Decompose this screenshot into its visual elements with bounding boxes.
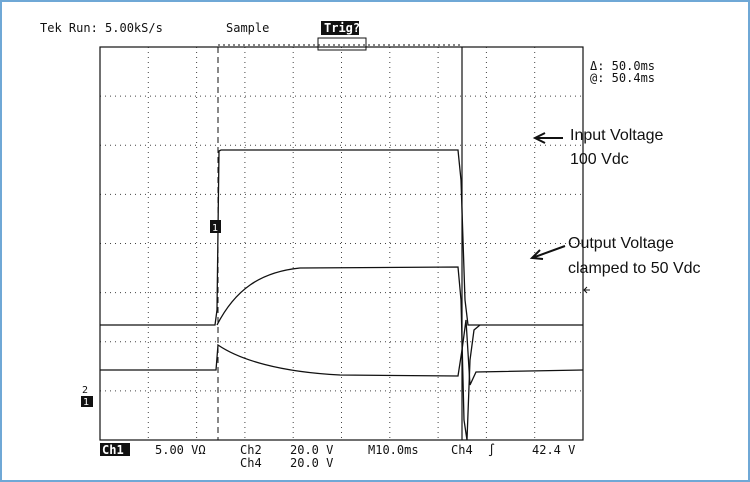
status: Tek Run: 5.00kS/s xyxy=(40,21,163,35)
trigger-source: Ch4 xyxy=(451,443,473,457)
ch2-marker: 2 xyxy=(82,385,88,396)
ch2-label: Ch2 xyxy=(240,443,262,457)
trigger-marker: 1 xyxy=(212,223,218,234)
ch1-label: Ch1 xyxy=(102,443,124,457)
ch1-marker-box xyxy=(81,396,93,407)
trigger-marker-box xyxy=(210,220,221,233)
ch2-scale: 20.0 V xyxy=(290,443,333,457)
ch4-label: Ch4 xyxy=(240,456,262,470)
ch1-marker: 1 xyxy=(83,397,89,408)
ch4-scale: 20.0 V xyxy=(290,456,333,470)
lower-trace xyxy=(100,319,584,386)
trigger-slope: ∫ xyxy=(488,443,495,457)
cursor-delta: Δ: 50.0ms xyxy=(590,59,655,73)
arrow-input xyxy=(532,132,563,144)
trigger-level: 42.4 V xyxy=(532,443,575,457)
annotation: Output Voltage xyxy=(568,235,674,252)
ch1-scale: 5.00 VΩ xyxy=(155,443,206,457)
timebase: M10.0ms xyxy=(368,443,419,457)
graticule xyxy=(100,47,583,440)
trigger-box xyxy=(321,21,359,35)
output-trace xyxy=(216,266,481,441)
cursor-at: @: 50.4ms xyxy=(590,71,655,85)
mode: Sample xyxy=(226,21,269,35)
level-arrow xyxy=(583,286,590,294)
trigger-state: Trig? xyxy=(324,21,360,35)
arrow-output xyxy=(529,245,566,260)
annotation: 100 Vdc xyxy=(570,151,629,168)
annotation: Input Voltage xyxy=(570,127,664,144)
window-marker xyxy=(317,37,367,51)
annotation: clamped to 50 Vdc xyxy=(568,260,701,277)
screen-border xyxy=(99,46,584,441)
ch1-label-box xyxy=(100,443,130,456)
input-trace xyxy=(100,149,583,326)
